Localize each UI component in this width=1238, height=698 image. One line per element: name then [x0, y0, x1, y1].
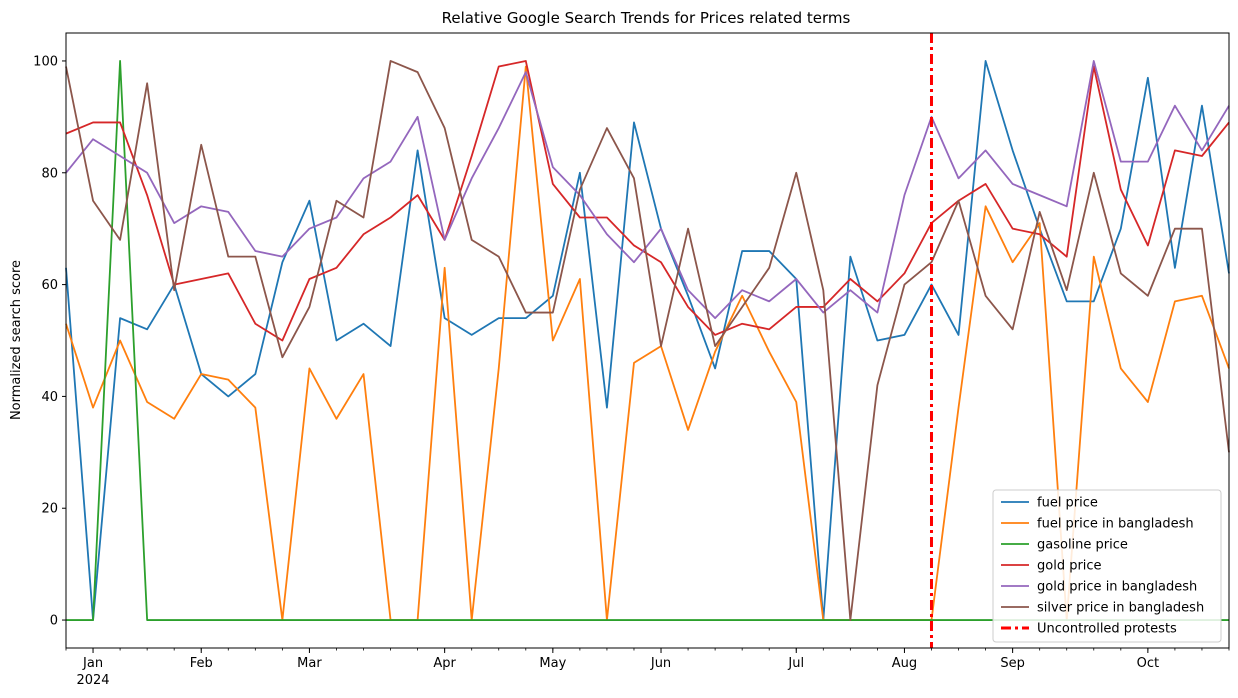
y-tick-label: 20 — [41, 502, 58, 517]
x-tick-label: Jul — [787, 656, 804, 671]
legend-label: gold price — [1037, 559, 1102, 574]
y-tick-label: 100 — [33, 54, 58, 69]
legend-label: fuel price in bangladesh — [1037, 517, 1194, 532]
legend-label: silver price in bangladesh — [1037, 601, 1204, 616]
y-tick-label: 40 — [41, 390, 58, 405]
x-tick-label: Jan — [82, 656, 103, 671]
x-tick-label: Jun — [650, 656, 671, 671]
legend-label: fuel price — [1037, 496, 1098, 511]
x-tick-label: Feb — [190, 656, 213, 671]
x-tick-label: May — [539, 656, 566, 671]
legend-box — [992, 489, 1222, 643]
series-line-gold-price-in-bangladesh — [65, 60, 1230, 320]
y-tick-label: 80 — [41, 166, 58, 181]
legend: fuel price fuel price in bangladesh gasoli… — [992, 489, 1222, 643]
x-tick-label: Aug — [892, 656, 917, 671]
series-line-silver-price-in-bangladesh — [65, 60, 1230, 621]
tick-layer: 0 20 40 60 80 100 Jan 2024 Feb Mar Apr May Jun Jul Aug… — [33, 54, 1230, 688]
series-line-fuel-price — [65, 60, 1230, 621]
legend-label: gold price in bangladesh — [1037, 580, 1197, 595]
legend-label: gasoline price — [1037, 538, 1128, 553]
x-tick-label: Apr — [433, 656, 456, 671]
x-tick-label: Sep — [1000, 656, 1025, 671]
y-tick-label: 0 — [50, 614, 58, 629]
chart-title: Relative Google Search Trends for Prices… — [442, 9, 851, 27]
x-tick-year-label: 2024 — [76, 673, 109, 688]
x-tick-label: Mar — [297, 656, 322, 671]
y-tick-label: 60 — [41, 278, 58, 293]
x-tick-label: Oct — [1137, 656, 1159, 671]
legend-label: Uncontrolled protests — [1037, 622, 1177, 637]
y-axis-label: Normalized search score — [9, 260, 24, 420]
plot-frame — [65, 32, 1230, 649]
